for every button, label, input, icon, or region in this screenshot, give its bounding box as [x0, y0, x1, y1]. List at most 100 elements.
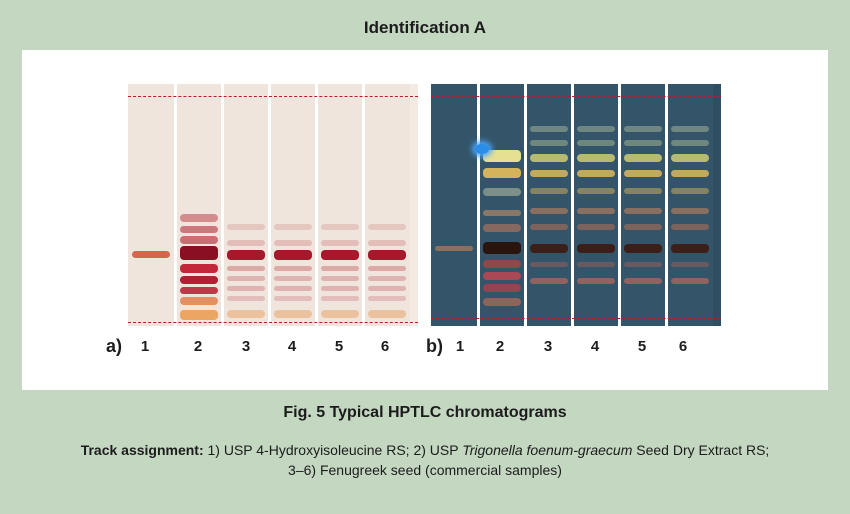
band — [274, 310, 312, 318]
plate-lane — [128, 84, 174, 326]
band — [180, 214, 218, 222]
band — [624, 262, 662, 267]
band — [227, 286, 265, 291]
band — [227, 266, 265, 271]
figure-panel: a) 1 2 3 4 5 6 b) 1 2 3 4 5 6 — [22, 50, 828, 390]
panel-label-b: b) — [426, 336, 443, 356]
lane-label: 1 — [455, 338, 465, 355]
band — [180, 297, 218, 305]
band — [671, 224, 709, 230]
band — [577, 244, 615, 253]
track-assignment-text: 1) USP 4-Hydroxyisoleucine RS; 2) USP — [203, 442, 463, 458]
band — [577, 278, 615, 284]
band — [577, 170, 615, 177]
band — [321, 286, 359, 291]
track-assignment-line2: 3–6) Fenugreek seed (commercial samples) — [288, 462, 562, 478]
lane-label: 2 — [495, 338, 505, 355]
band — [483, 224, 521, 232]
plate-lane — [317, 84, 363, 326]
band — [530, 140, 568, 146]
band — [577, 126, 615, 132]
chromatogram-plate-a — [128, 84, 418, 326]
band — [530, 154, 568, 162]
band — [483, 188, 521, 196]
band — [180, 287, 218, 294]
band — [624, 244, 662, 253]
band — [530, 224, 568, 230]
band — [180, 310, 218, 320]
chromatogram-plate-b — [431, 84, 721, 326]
band — [227, 250, 265, 260]
lane-separator — [221, 84, 224, 326]
band — [530, 126, 568, 132]
band — [483, 272, 521, 280]
plate-lane — [176, 84, 222, 326]
band — [671, 170, 709, 177]
band — [671, 140, 709, 146]
band — [321, 310, 359, 318]
lane-separator — [268, 84, 271, 326]
application-line — [128, 322, 418, 323]
band — [530, 170, 568, 177]
lane-label: 1 — [140, 338, 150, 355]
band — [321, 266, 359, 271]
band — [483, 242, 521, 254]
band — [274, 286, 312, 291]
band — [321, 296, 359, 301]
band — [624, 126, 662, 132]
band — [530, 244, 568, 253]
band — [483, 168, 521, 178]
track-assignment-label: Track assignment: — [80, 442, 204, 458]
plate-lane — [431, 84, 477, 326]
band — [671, 154, 709, 162]
lane-separator — [571, 84, 574, 326]
band — [577, 262, 615, 267]
plate-lane — [223, 84, 269, 326]
lane-label: 3 — [241, 338, 251, 355]
band — [624, 140, 662, 146]
lane-separator — [362, 84, 365, 326]
figure-caption: Fig. 5 Typical HPTLC chromatograms — [283, 404, 567, 421]
band — [577, 224, 615, 230]
plate-lane — [620, 84, 666, 326]
plate-lane — [573, 84, 619, 326]
lane-label: 6 — [380, 338, 390, 355]
band — [483, 260, 521, 268]
band — [624, 170, 662, 177]
band — [624, 154, 662, 162]
band — [483, 210, 521, 216]
band — [227, 276, 265, 281]
band — [577, 154, 615, 162]
band — [483, 150, 521, 162]
band — [274, 266, 312, 271]
band — [180, 236, 218, 244]
band — [227, 224, 265, 230]
band — [577, 208, 615, 214]
track-assignment-text: Seed Dry Extract RS; — [632, 442, 770, 458]
lane-separator — [477, 84, 480, 326]
solvent-front-line — [128, 96, 418, 97]
band — [321, 240, 359, 246]
band — [530, 188, 568, 194]
band — [368, 310, 406, 318]
lane-label: 6 — [678, 338, 688, 355]
species-name: Trigonella foenum-graecum — [462, 442, 633, 458]
band — [671, 188, 709, 194]
band — [321, 250, 359, 260]
plate-lane — [270, 84, 316, 326]
panel-label-a: a) — [106, 336, 123, 356]
band — [321, 276, 359, 281]
band — [671, 244, 709, 253]
band — [577, 140, 615, 146]
track-assignment: Track assignment: 1) USP 4-Hydroxyisoleu… — [40, 440, 810, 480]
band — [483, 284, 521, 292]
band — [368, 276, 406, 281]
figure-title: Identification A — [363, 18, 487, 37]
band — [671, 262, 709, 267]
band — [227, 310, 265, 318]
band — [368, 224, 406, 230]
band — [624, 224, 662, 230]
band — [180, 276, 218, 284]
band — [435, 246, 473, 251]
band — [624, 278, 662, 284]
